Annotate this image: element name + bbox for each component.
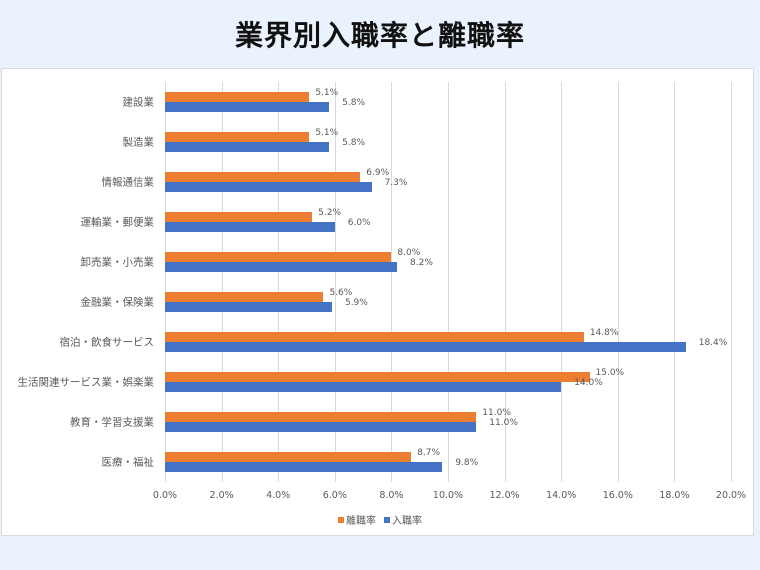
bar-leave-rate [165, 412, 477, 422]
bar-leave-rate [165, 172, 361, 182]
x-axis-tick: 16.0% [602, 490, 633, 501]
x-axis-tick: 8.0% [379, 490, 404, 501]
legend-item-join: 入職率 [384, 512, 422, 527]
data-label: 8.2% [410, 258, 433, 268]
gridline [278, 82, 279, 482]
bar-join-rate [165, 342, 686, 352]
category-label: 教育・学習支援業 [70, 416, 154, 429]
category-label: 製造業 [122, 136, 155, 149]
bar-leave-rate [165, 332, 584, 342]
page-title: 業界別入職率と離職率 [234, 19, 525, 52]
bar-leave-rate [165, 452, 412, 462]
data-label: 8.7% [417, 448, 441, 458]
data-label: 6.0% [347, 218, 371, 228]
x-axis-tick: 18.0% [659, 490, 690, 501]
bar-join-rate [165, 102, 330, 112]
data-label: 5.8% [342, 138, 365, 148]
data-label: 14.0% [574, 378, 603, 388]
x-axis-tick: 2.0% [209, 490, 234, 501]
x-axis-tick: 6.0% [322, 490, 347, 501]
gridline [674, 82, 675, 482]
data-label: 11.0% [482, 408, 511, 418]
data-label: 6.9% [366, 168, 390, 178]
bar-join-rate [165, 222, 335, 232]
bar-leave-rate [165, 372, 590, 382]
gridline [335, 82, 336, 482]
gridline [222, 82, 223, 482]
bar-join-rate [165, 382, 562, 392]
bar-join-rate [165, 302, 332, 312]
gridline [618, 82, 619, 482]
bar-join-rate [165, 182, 372, 192]
x-axis-tick: 14.0% [546, 490, 577, 501]
category-label: 卸売業・小売業 [80, 256, 155, 269]
data-label: 15.0% [595, 368, 625, 378]
x-axis-tick: 0.0% [152, 490, 178, 501]
x-axis-tick: 12.0% [489, 490, 520, 501]
category-label: 建設業 [122, 96, 155, 109]
gridline [505, 82, 506, 482]
legend-swatch-blue-icon [384, 516, 390, 523]
bar-leave-rate [165, 292, 324, 302]
category-label: 生活関連サービス業・娯楽業 [17, 376, 155, 389]
category-label: 宿泊・飲食サービス [59, 336, 155, 349]
bar-join-rate [165, 462, 443, 472]
bar-leave-rate [165, 212, 313, 222]
gridline [165, 82, 166, 482]
bar-leave-rate [165, 132, 310, 142]
data-label: 14.8% [589, 328, 619, 338]
gridline [391, 82, 392, 482]
bar-join-rate [165, 262, 398, 272]
bar-leave-rate [165, 92, 310, 102]
x-axis-tick: 20.0% [715, 490, 747, 501]
bar-join-rate [165, 422, 477, 432]
data-label: 5.1% [315, 128, 339, 138]
bar-leave-rate [165, 252, 392, 262]
legend-label: 入職率 [392, 516, 422, 527]
legend-swatch-orange-icon [338, 516, 344, 523]
data-label: 11.0% [489, 418, 518, 428]
category-label: 金融業・保険業 [80, 296, 155, 309]
category-label: 医療・福祉 [101, 456, 155, 469]
data-label: 9.8% [455, 458, 479, 468]
data-label: 5.9% [344, 298, 368, 308]
data-label: 5.2% [318, 208, 342, 218]
chart-legend: 離職率 入職率 [0, 512, 760, 527]
data-label: 8.0% [397, 248, 421, 258]
category-label: 運輸業・郵便業 [80, 216, 155, 229]
data-label: 5.1% [315, 88, 339, 98]
data-label: 7.3% [384, 178, 408, 188]
category-label: 情報通信業 [101, 176, 155, 189]
gridline [561, 82, 562, 482]
data-label: 5.6% [329, 288, 353, 298]
gridline [731, 82, 732, 482]
gridline [448, 82, 449, 482]
legend-item-leave: 離職率 [338, 512, 376, 527]
bar-join-rate [165, 142, 330, 152]
x-axis-tick: 4.0% [266, 490, 291, 501]
legend-label: 離職率 [346, 516, 376, 527]
data-label: 18.4% [698, 338, 728, 348]
data-label: 5.8% [342, 98, 365, 108]
x-axis-tick: 10.0% [432, 490, 464, 501]
